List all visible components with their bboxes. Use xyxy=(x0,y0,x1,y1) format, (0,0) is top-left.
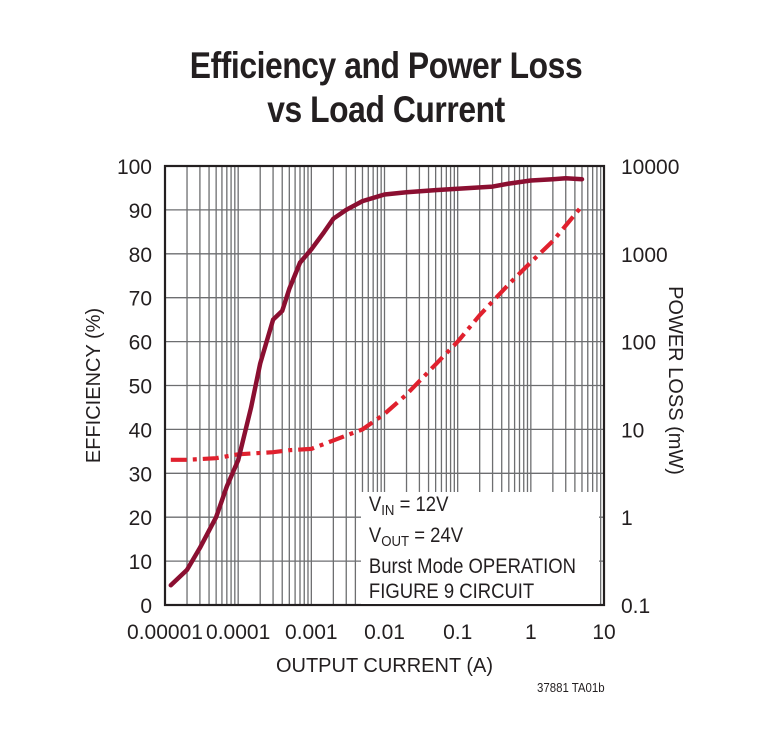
legend-mode: Burst Mode OPERATION xyxy=(368,555,577,578)
y-tick-label: 70 xyxy=(129,288,152,311)
legend-vout: VOUT = 24V xyxy=(368,524,464,550)
y-tick-label: 80 xyxy=(129,244,152,267)
y-right-tick-label: 1000 xyxy=(621,244,668,267)
y-tick-label: 0 xyxy=(140,595,152,618)
plot-frame xyxy=(163,164,606,607)
efficiency-curve xyxy=(168,176,585,588)
y-tick-label: 100 xyxy=(117,156,152,179)
y-tick-label: 50 xyxy=(129,376,152,399)
y-right-tick-label: 1 xyxy=(621,507,633,530)
y-right-tick-label: 100 xyxy=(621,332,656,355)
y-axis-label: EFFICIENCY (%) xyxy=(83,308,105,463)
x-tick-label: 1 xyxy=(525,621,537,644)
y-tick-label: 20 xyxy=(129,507,152,530)
chart-title-line2: vs Load Current xyxy=(267,89,505,130)
x-tick-label: 10 xyxy=(592,621,615,644)
figure-code: 37881 TA01b xyxy=(537,680,605,695)
y-tick-label: 40 xyxy=(129,419,152,442)
y-right-tick-label: 10 xyxy=(621,419,644,442)
x-tick-label: 0.00001 xyxy=(127,621,203,644)
y-tick-label: 10 xyxy=(129,551,152,574)
chart-title-line1: Efficiency and Power Loss xyxy=(189,45,583,86)
y-tick-label: 30 xyxy=(129,463,152,486)
legend-circuit: FIGURE 9 CIRCUIT xyxy=(368,580,535,603)
legend-box: VIN = 12V VOUT = 24V Burst Mode OPERATIO… xyxy=(361,492,599,604)
x-tick-label: 0.001 xyxy=(285,621,338,644)
x-tick-label: 0.01 xyxy=(364,621,405,644)
legend-vin: VIN = 12V xyxy=(368,493,449,519)
y-tick-label: 60 xyxy=(129,332,152,355)
y-right-axis-label: POWER LOSS (mW) xyxy=(664,286,686,475)
x-tick-label: 0.0001 xyxy=(206,621,270,644)
x-axis-label: OUTPUT CURRENT (A) xyxy=(276,655,493,677)
power-loss-curve xyxy=(170,204,584,462)
y-right-tick-label: 0.1 xyxy=(621,595,650,618)
x-tick-label: 0.1 xyxy=(443,621,472,644)
chart-title: Efficiency and Power Loss vs Load Curren… xyxy=(54,44,718,132)
y-right-tick-label: 10000 xyxy=(621,156,679,179)
y-tick-label: 90 xyxy=(129,200,152,223)
